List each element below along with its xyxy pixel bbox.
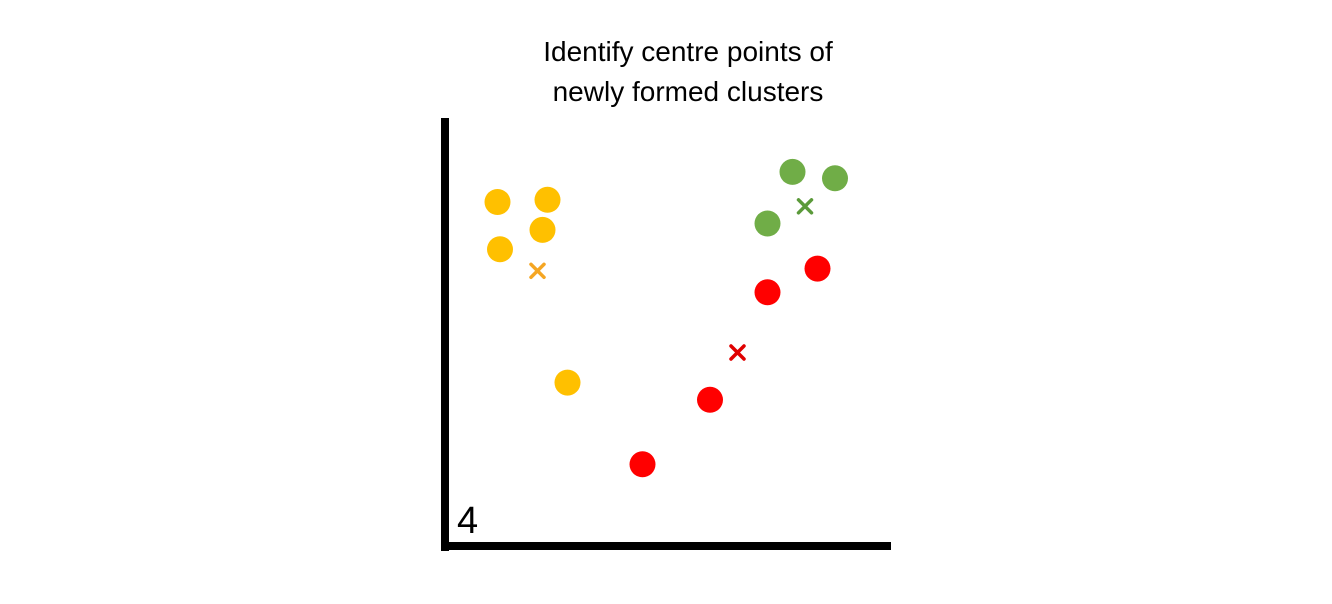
yellow-cluster-point (484, 189, 511, 215)
green-cluster-point (779, 158, 806, 185)
green-cluster-point (822, 165, 848, 192)
yellow-cluster-point (554, 369, 581, 396)
red-cluster-point (697, 386, 723, 413)
yellow-cluster-point (529, 216, 556, 243)
diagram-title: Identify centre points of newly formed c… (466, 32, 910, 112)
red-cluster-point (629, 451, 656, 478)
title-line-1: Identify centre points of (543, 36, 833, 67)
axes (441, 118, 891, 551)
green-cluster-point (754, 210, 781, 237)
step-number: 4 (457, 500, 479, 542)
yellow-centroid-marker (529, 262, 546, 280)
title-line-2: newly formed clusters (552, 76, 824, 107)
data-marks (484, 158, 848, 478)
red-cluster-point (754, 279, 781, 306)
yellow-cluster-point (487, 236, 513, 263)
red-centroid-marker (729, 344, 746, 361)
green-centroid-marker (796, 198, 814, 215)
red-cluster-point (804, 255, 831, 282)
yellow-cluster-point (534, 186, 561, 213)
